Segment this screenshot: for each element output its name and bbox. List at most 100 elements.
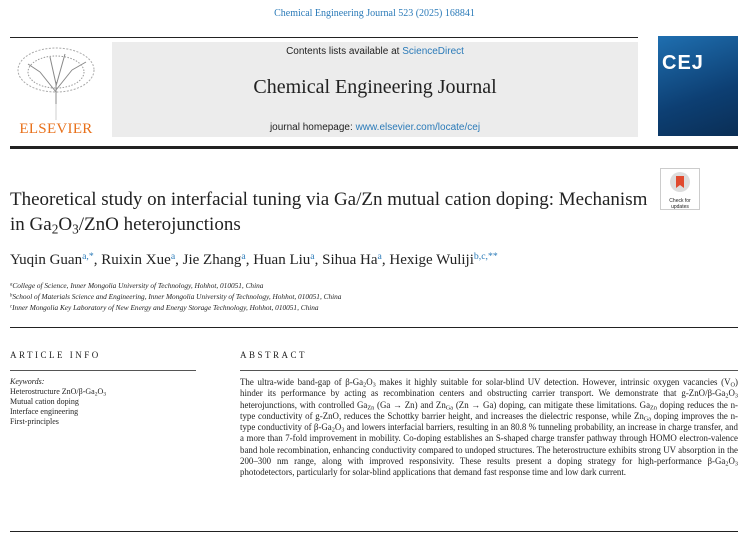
text-run: and lowers interfacial barriers, resulti…: [240, 422, 738, 467]
author-separator: ,: [314, 252, 323, 268]
rule: [240, 370, 738, 371]
rule: [10, 37, 638, 38]
check-updates[interactable]: Check for updates: [660, 168, 700, 210]
text-run: heterojunctions, with controlled Ga: [240, 399, 368, 410]
journal-box: Contents lists available at ScienceDirec…: [112, 42, 638, 137]
subscript: 3: [103, 391, 107, 398]
subscript: Ga: [643, 415, 652, 423]
homepage-prefix: journal homepage:: [269, 122, 356, 133]
keyword: Heterostructure ZnO/β-Ga2O3: [10, 387, 196, 397]
text-run: doping improves the n-type conductivity …: [240, 410, 738, 433]
subscript: Zn: [367, 404, 375, 412]
author-name: Ruixin Xue: [101, 252, 171, 268]
subscript: 2: [725, 392, 729, 400]
author-name: Yuqin Guan: [10, 252, 83, 268]
text-run: O: [58, 214, 73, 235]
journal-name: Chemical Engineering Journal: [253, 76, 497, 98]
author-name: Sihua Ha: [322, 252, 378, 268]
journal-cover: CEJ: [658, 36, 738, 136]
keyword: First-principles: [10, 417, 196, 427]
keywords-label: Keywords:: [10, 377, 45, 386]
affiliations: aCollege of Science, Inner Mongolia Univ…: [10, 280, 738, 313]
homepage-link[interactable]: www.elsevier.com/locate/cej: [355, 122, 481, 133]
subscript: 3: [734, 392, 738, 400]
subscript: 2: [94, 391, 98, 398]
affiliation: aCollege of Science, Inner Mongolia Univ…: [10, 280, 738, 291]
check-icon: [670, 172, 690, 192]
subscript: 2: [331, 426, 335, 434]
subscript: 3: [72, 221, 79, 237]
text-run: First-principles: [10, 417, 59, 426]
text-run: doping reduces the n-type conductivity o…: [240, 399, 739, 421]
subscript: 2: [363, 381, 367, 389]
affiliation: bSchool of Materials Science and Enginee…: [10, 291, 738, 302]
author-list: Yuqin Guana,*, Ruixin Xuea, Jie Zhanga, …: [10, 252, 498, 269]
affiliation-text: College of Science, Inner Mongolia Unive…: [12, 281, 264, 290]
author-separator: ,: [381, 252, 390, 268]
text-run: /ZnO heterojunctions: [78, 214, 241, 235]
sciencedirect-link[interactable]: ScienceDirect: [402, 46, 464, 57]
text-run: Theoretical study on interfacial tuning …: [10, 189, 648, 235]
check-text: Check for updates: [669, 198, 691, 210]
author-affil-mark: a: [310, 251, 315, 263]
text-run: O: [334, 422, 342, 433]
abstract: The ultra-wide band-gap of β-Ga2O3 makes…: [240, 377, 738, 479]
text-run: Interface engineering: [10, 407, 79, 416]
article-title: Theoretical study on interfacial tuning …: [10, 187, 650, 237]
text-run: O: [728, 456, 735, 467]
contents-line: Contents lists available at ScienceDirec…: [112, 46, 638, 57]
subscript: O: [730, 381, 736, 389]
subscript: Ga: [445, 404, 454, 412]
cover-title: CEJ: [662, 52, 704, 74]
text-run: ) hinder its performance by acting as re…: [240, 377, 738, 399]
subscript: 3: [341, 426, 345, 434]
author-name: Hexige Wuliji: [389, 252, 474, 268]
keyword: Interface engineering: [10, 407, 196, 417]
publisher-name: ELSEVIER: [19, 121, 93, 137]
rule: [10, 327, 738, 328]
author-name: Jie Zhang: [182, 252, 242, 268]
affiliation-text: Inner Mongolia Key Laboratory of New Ene…: [12, 303, 319, 312]
text-run: O: [728, 388, 735, 399]
contents-prefix: Contents lists available at: [286, 46, 403, 57]
keywords: Keywords: Heterostructure ZnO/β-Ga2O3 Mut…: [10, 377, 196, 427]
author-separator: ,: [93, 252, 102, 268]
keyword: Mutual cation doping: [10, 397, 196, 407]
affiliation-mark: a: [10, 282, 13, 288]
subscript: Zn: [650, 404, 657, 412]
author-affil-mark: a: [377, 251, 382, 263]
subscript: 2: [51, 221, 59, 237]
text-run: photodetectors, particularly for solar-b…: [240, 467, 627, 478]
affiliation-mark: c: [10, 304, 13, 310]
text-run: (Ga → Zn) and Zn: [374, 399, 446, 410]
homepage-line: journal homepage: www.elsevier.com/locat…: [112, 122, 638, 133]
text-run: makes it highly suitable for solar-blind…: [375, 377, 731, 387]
subscript: 2: [725, 460, 729, 468]
subscript: 3: [734, 460, 738, 468]
author-affil-mark: a,*: [82, 251, 94, 263]
author-affil-mark: a: [241, 251, 246, 263]
text-run: Heterostructure ZnO/β-Ga: [10, 387, 95, 396]
affiliation-text: School of Materials Science and Engineer…: [12, 292, 342, 301]
author-affil-mark: b,c,**: [473, 251, 498, 263]
article-info-heading: ARTICLE INFO: [10, 350, 101, 360]
rule: [10, 370, 196, 371]
text-run: Mutual cation doping: [10, 397, 79, 406]
thick-rule: [10, 146, 738, 149]
author-separator: ,: [245, 252, 254, 268]
affiliation-mark: b: [10, 293, 13, 299]
rule: [10, 531, 738, 532]
journal-ref: Chemical Engineering Journal 523 (2025) …: [274, 8, 475, 19]
text-run: The ultra-wide band-gap of β-Ga: [240, 377, 364, 387]
text-run: O: [97, 387, 104, 396]
author-name: Huan Liu: [253, 252, 311, 268]
subscript: 3: [372, 381, 376, 389]
text-run: (Zn → Ga) doping, can mitigate these lim…: [453, 399, 651, 410]
affiliation: cInner Mongolia Key Laboratory of New En…: [10, 302, 738, 313]
abstract-heading: ABSTRACT: [240, 350, 308, 360]
publisher-logo: [10, 42, 102, 122]
author-affil-mark: a: [170, 251, 176, 263]
text-run: O: [366, 377, 373, 387]
